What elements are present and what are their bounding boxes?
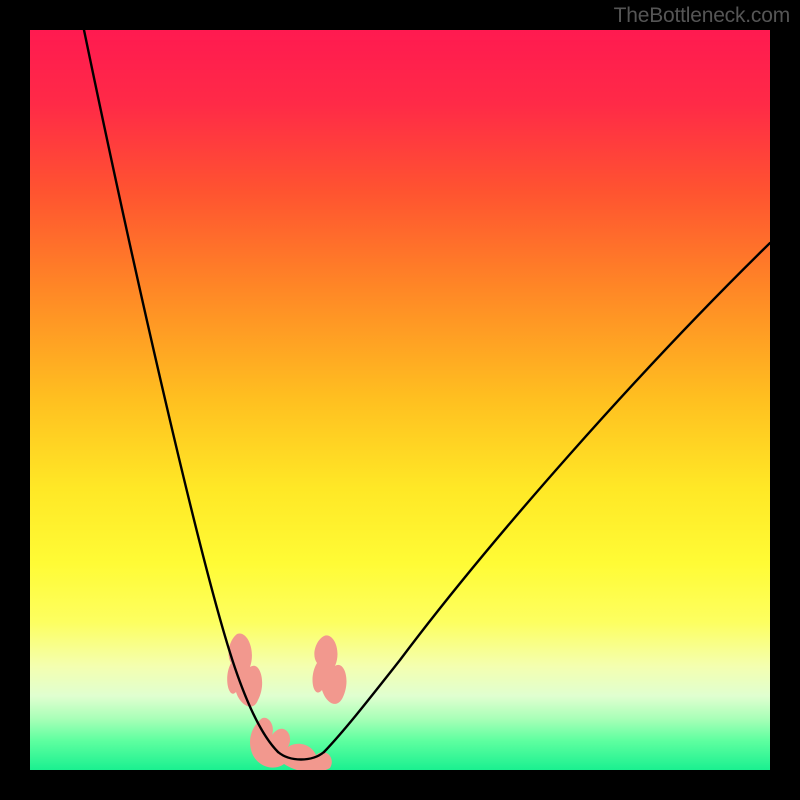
bottleneck-chart	[0, 0, 800, 800]
watermark-text: TheBottleneck.com	[614, 4, 790, 28]
chart-container: TheBottleneck.com	[0, 0, 800, 800]
